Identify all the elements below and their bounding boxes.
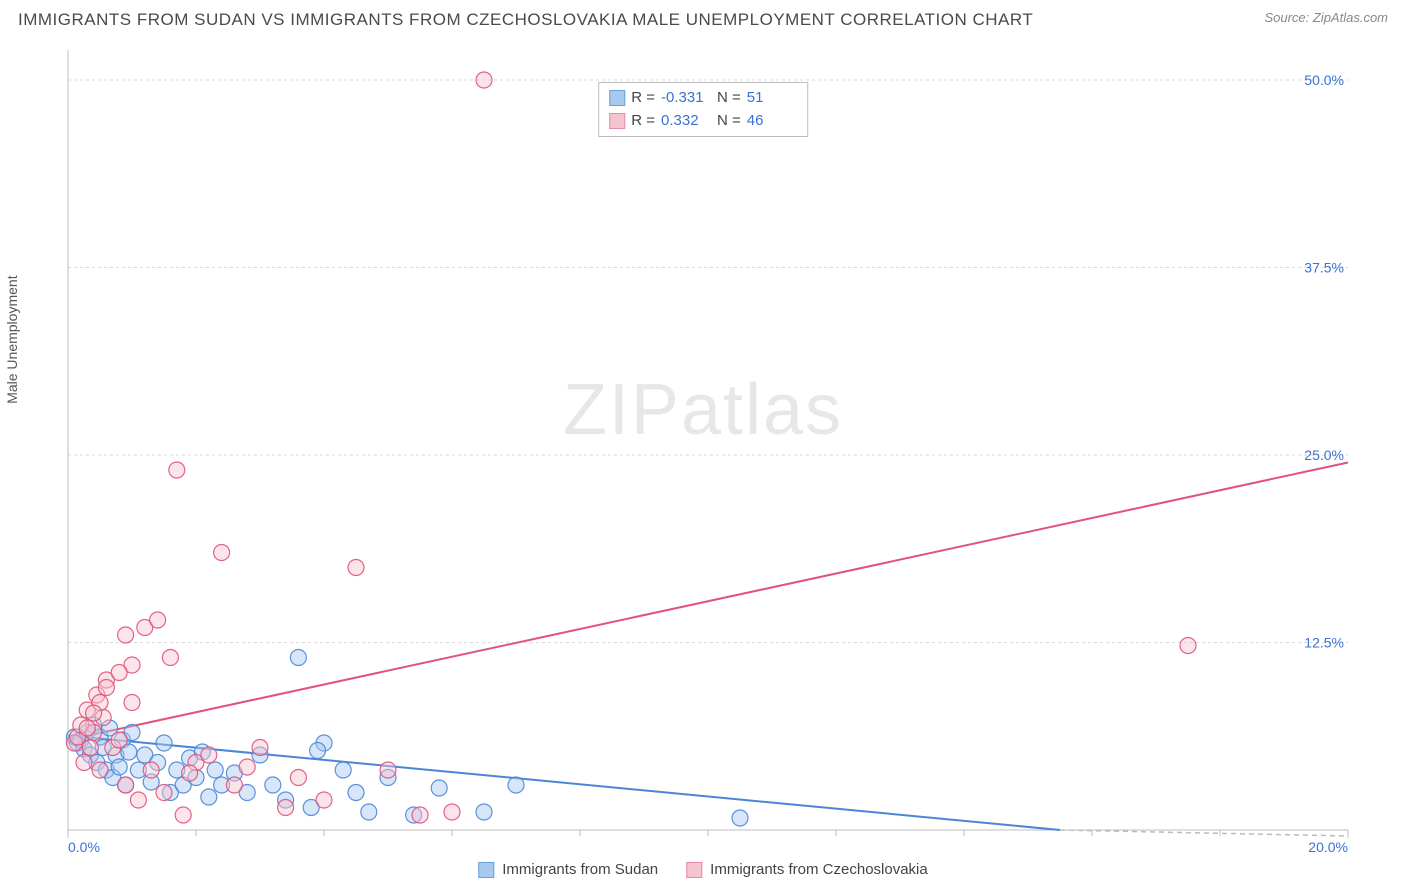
r-value: -0.331 bbox=[661, 87, 711, 110]
svg-text:0.0%: 0.0% bbox=[68, 839, 100, 855]
r-value: 0.332 bbox=[661, 110, 711, 133]
legend-correlation: R = -0.331 N = 51 R = 0.332 N = 46 bbox=[598, 82, 808, 137]
legend-item-czech: Immigrants from Czechoslovakia bbox=[686, 861, 928, 878]
chart-title: IMMIGRANTS FROM SUDAN VS IMMIGRANTS FROM… bbox=[18, 10, 1033, 30]
legend-row-sudan: R = -0.331 N = 51 bbox=[609, 87, 797, 110]
y-axis-label: Male Unemployment bbox=[4, 275, 20, 403]
legend-item-sudan: Immigrants from Sudan bbox=[478, 861, 658, 878]
svg-text:50.0%: 50.0% bbox=[1304, 72, 1344, 88]
swatch-icon bbox=[609, 90, 625, 106]
n-label: N = bbox=[717, 110, 741, 133]
svg-text:25.0%: 25.0% bbox=[1304, 447, 1344, 463]
r-label: R = bbox=[631, 87, 655, 110]
legend-label: Immigrants from Czechoslovakia bbox=[710, 861, 928, 878]
swatch-icon bbox=[686, 862, 702, 878]
swatch-icon bbox=[478, 862, 494, 878]
svg-text:20.0%: 20.0% bbox=[1308, 839, 1348, 855]
svg-text:12.5%: 12.5% bbox=[1304, 635, 1344, 651]
legend-label: Immigrants from Sudan bbox=[502, 861, 658, 878]
chart-container: Male Unemployment 12.5%25.0%37.5%50.0%0.… bbox=[18, 40, 1388, 880]
svg-text:37.5%: 37.5% bbox=[1304, 260, 1344, 276]
n-value: 51 bbox=[747, 87, 797, 110]
r-label: R = bbox=[631, 110, 655, 133]
source-label: Source: ZipAtlas.com bbox=[1264, 10, 1388, 25]
scatter-chart: 12.5% 25.0% 37.5% 50.0% 0.0% 20.0% bbox=[18, 40, 1388, 860]
legend-series: Immigrants from Sudan Immigrants from Cz… bbox=[478, 861, 927, 878]
legend-row-czech: R = 0.332 N = 46 bbox=[609, 110, 797, 133]
swatch-icon bbox=[609, 113, 625, 129]
n-value: 46 bbox=[747, 110, 797, 133]
n-label: N = bbox=[717, 87, 741, 110]
